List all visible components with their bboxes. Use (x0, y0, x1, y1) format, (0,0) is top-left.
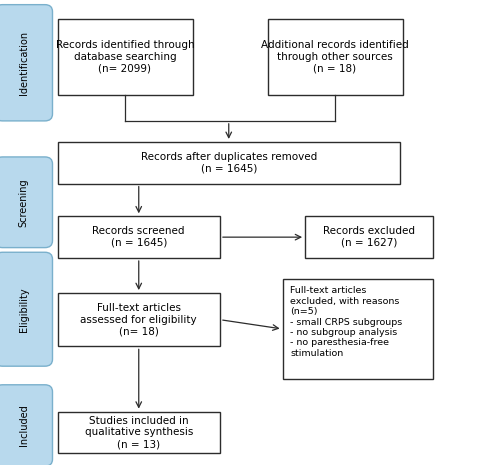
FancyBboxPatch shape (58, 142, 400, 184)
Text: Records after duplicates removed
(n = 1645): Records after duplicates removed (n = 16… (140, 152, 317, 173)
FancyBboxPatch shape (58, 216, 220, 258)
Text: Identification: Identification (19, 31, 29, 95)
Text: Full-text articles
assessed for eligibility
(n= 18): Full-text articles assessed for eligibil… (80, 303, 197, 336)
FancyBboxPatch shape (0, 385, 52, 465)
FancyBboxPatch shape (58, 412, 220, 453)
FancyBboxPatch shape (282, 279, 432, 379)
Text: Records screened
(n = 1645): Records screened (n = 1645) (92, 226, 185, 248)
FancyBboxPatch shape (58, 293, 220, 346)
FancyBboxPatch shape (305, 216, 432, 258)
Text: Studies included in
qualitative synthesis
(n = 13): Studies included in qualitative synthesi… (84, 416, 193, 449)
Text: Eligibility: Eligibility (19, 287, 29, 332)
FancyBboxPatch shape (0, 5, 52, 121)
Text: Screening: Screening (19, 178, 29, 226)
Text: Records excluded
(n = 1627): Records excluded (n = 1627) (323, 226, 415, 248)
Text: Additional records identified
through other sources
(n = 18): Additional records identified through ot… (261, 40, 409, 73)
Text: Records identified through
database searching
(n= 2099): Records identified through database sear… (56, 40, 194, 73)
FancyBboxPatch shape (0, 252, 52, 366)
Text: Included: Included (19, 405, 29, 446)
Text: Full-text articles
excluded, with reasons
(n=5)
- small CRPS subgroups
- no subg: Full-text articles excluded, with reason… (290, 286, 402, 358)
FancyBboxPatch shape (268, 19, 402, 95)
FancyBboxPatch shape (0, 157, 52, 248)
FancyBboxPatch shape (58, 19, 192, 95)
